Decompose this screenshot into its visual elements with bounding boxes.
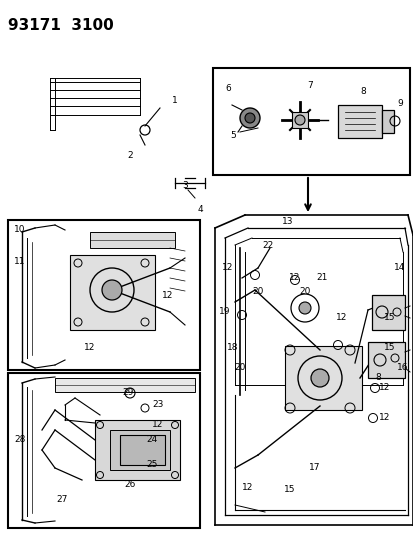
Text: 6: 6 [225,84,230,93]
Text: 12: 12 [378,384,390,392]
Text: 8: 8 [359,86,365,95]
Bar [120,435,165,465]
Text: 20: 20 [299,287,310,296]
Bar [291,112,307,128]
Text: 12: 12 [289,273,300,282]
Text: 18: 18 [227,343,238,352]
Text: 28: 28 [14,435,26,445]
Circle shape [310,369,328,387]
Text: 1: 1 [172,95,178,104]
Circle shape [102,280,122,300]
Text: 15: 15 [383,313,395,322]
Text: 5: 5 [230,131,235,140]
Circle shape [244,113,254,123]
Bar [381,110,393,133]
Text: 12: 12 [152,421,163,430]
Text: 23: 23 [152,400,163,409]
Text: 14: 14 [393,263,405,272]
Circle shape [298,302,310,314]
Text: 25: 25 [146,461,157,470]
Text: 3: 3 [182,181,188,190]
Bar [284,346,361,410]
Circle shape [240,108,259,128]
Text: 22: 22 [262,240,273,249]
Bar [371,295,404,330]
Bar [70,255,154,330]
Text: 20: 20 [234,364,245,373]
Text: 12: 12 [222,263,233,272]
Bar [8,373,199,528]
Text: 7: 7 [306,80,312,90]
Text: 21: 21 [316,273,327,282]
Text: 19: 19 [219,308,230,317]
Text: 24: 24 [146,435,157,445]
Text: 2: 2 [127,150,133,159]
Text: 13: 13 [282,217,293,227]
Text: 12: 12 [242,483,253,492]
Circle shape [294,115,304,125]
Text: 15: 15 [284,486,295,495]
Bar [8,220,199,370]
Text: 27: 27 [56,496,67,505]
Text: 20: 20 [252,287,263,296]
Text: 26: 26 [124,481,135,489]
Text: 12: 12 [162,290,173,300]
Text: 4: 4 [197,206,202,214]
Text: 12: 12 [378,414,390,423]
Text: 29: 29 [122,389,133,398]
Bar [55,378,195,392]
Bar [212,68,409,175]
Bar [90,232,175,248]
Text: 93171  3100: 93171 3100 [8,18,114,33]
Text: 11: 11 [14,257,26,266]
Text: 9: 9 [396,99,402,108]
Text: 10: 10 [14,225,26,235]
Bar [337,105,381,138]
Bar [110,430,170,470]
Text: 8: 8 [374,374,380,383]
Text: 12: 12 [84,343,95,352]
Bar [367,342,404,378]
Text: 15: 15 [383,343,395,352]
Text: 16: 16 [396,364,408,373]
Text: 12: 12 [335,313,347,322]
Bar [95,420,180,480]
Text: 17: 17 [309,464,320,472]
